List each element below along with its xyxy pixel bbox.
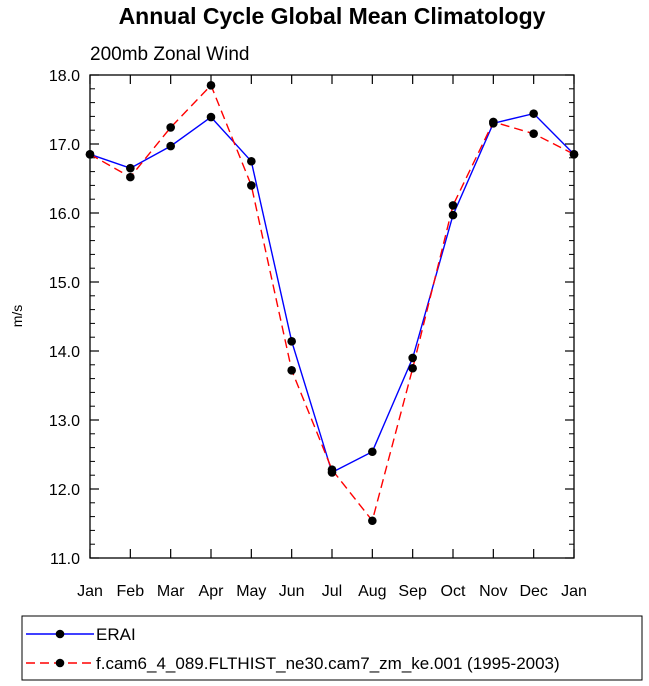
legend-marker-0 <box>55 629 65 639</box>
x-tick-label: Aug <box>358 583 386 600</box>
series-1-point <box>529 129 538 138</box>
y-tick-label: 16.0 <box>49 206 80 223</box>
y-tick-label: 18.0 <box>49 68 80 85</box>
chart-title: Annual Cycle Global Mean Climatology <box>119 3 546 29</box>
legend-marker-1 <box>55 658 65 668</box>
series-1-point <box>166 123 175 132</box>
series-1-point <box>206 81 216 90</box>
series-0-point <box>126 163 135 173</box>
series-1-point <box>126 172 135 182</box>
y-tick-label: 14.0 <box>49 344 80 361</box>
legend-box <box>21 615 643 681</box>
series-1-point <box>489 117 498 127</box>
y-tick-label: 15.0 <box>49 275 80 292</box>
legend: ERAI f.cam6_4_089.FLTHIST_ne30.cam7_zm_ke… <box>26 625 560 673</box>
legend-label-0: ERAI <box>96 625 136 644</box>
series-1-point <box>247 181 256 190</box>
legend-label-1: f.cam6_4_089.FLTHIST_ne30.cam7_zm_ke.001… <box>96 654 560 673</box>
series-0-point <box>448 210 458 220</box>
series-0-point <box>529 109 538 118</box>
y-axis-title: m/s <box>9 305 25 328</box>
y-tick-label: 11.0 <box>50 551 80 568</box>
series-0-point <box>206 112 216 122</box>
y-tick-label: 13.0 <box>49 413 80 430</box>
series-1-point <box>448 201 458 210</box>
series-1-point <box>368 516 377 526</box>
y-axis: 11.0 12.0 13.0 14.0 15.0 16.0 17.0 18.0 <box>49 68 574 568</box>
plot-frame <box>89 74 575 559</box>
series-0-point <box>247 156 256 166</box>
x-tick-label: Jul <box>322 583 342 600</box>
x-tick-label: Jun <box>279 583 305 600</box>
series-layer <box>85 81 579 526</box>
y-tick-label: 17.0 <box>49 137 80 154</box>
x-tick-label: Apr <box>199 583 225 600</box>
x-tick-label: Oct <box>441 583 466 600</box>
series-0-point <box>166 141 175 151</box>
series-line-0 <box>89 112 575 474</box>
series-1-point <box>287 366 296 375</box>
series-1-point <box>569 150 579 159</box>
x-axis: Jan Feb Mar Apr May Jun Jul Aug Sep Oct Nov Dec Jan <box>77 75 587 600</box>
x-tick-label: Jan <box>77 583 103 600</box>
chart-subtitle: 200mb Zonal Wind <box>90 44 249 65</box>
x-tick-label: Feb <box>117 583 145 600</box>
x-tick-label: Sep <box>398 583 427 600</box>
series-1-point <box>408 363 417 373</box>
series-1-point <box>327 465 337 474</box>
y-tick-label: 12.0 <box>49 482 80 499</box>
series-1-point <box>85 150 95 159</box>
x-tick-label: May <box>236 583 266 600</box>
x-tick-label: Dec <box>519 583 547 600</box>
series-0-point <box>408 353 417 363</box>
series-0-point <box>368 447 377 457</box>
x-tick-label: Mar <box>157 583 185 600</box>
x-tick-label: Nov <box>479 583 507 600</box>
x-tick-label: Jan <box>561 583 587 600</box>
series-0-point <box>287 337 296 346</box>
